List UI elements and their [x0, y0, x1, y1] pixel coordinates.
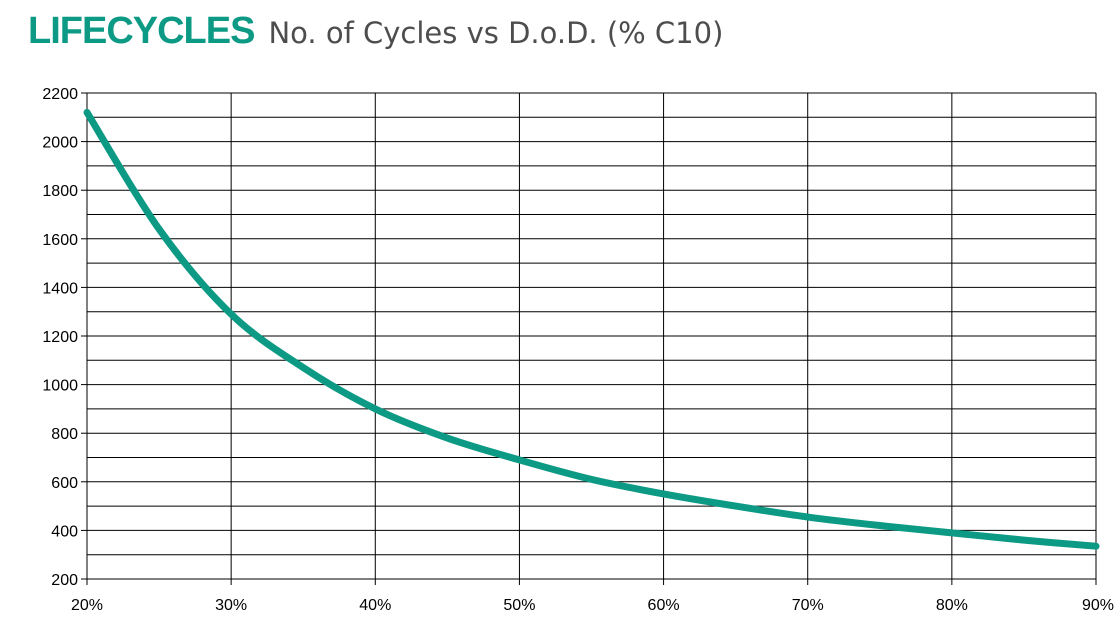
x-axis-ticks: 20% 30% 40% 50% 60% 70% 80% 90% [71, 579, 1114, 614]
x-tick-label: 70% [792, 597, 824, 614]
y-tick-label: 400 [51, 523, 78, 540]
series-line-cycles [83, 108, 1100, 550]
x-tick-label: 90% [1082, 597, 1114, 614]
x-tick-label: 30% [215, 597, 247, 614]
brand-title: LIFECYCLES [28, 10, 255, 52]
y-tick-label: 1400 [42, 280, 78, 297]
y-tick-label: 200 [51, 572, 78, 589]
y-tick-label: 1600 [42, 232, 78, 249]
x-tick-label: 50% [503, 597, 535, 614]
grid-lines [86, 92, 1097, 580]
y-tick-label: 2000 [42, 135, 78, 152]
y-tick-label: 1000 [42, 378, 78, 395]
y-tick-label: 2200 [42, 86, 78, 103]
x-tick-label: 80% [936, 597, 968, 614]
chart-title: LIFECYCLES No. of Cycles vs D.o.D. (% C1… [28, 10, 723, 70]
y-tick-label: 1200 [42, 329, 78, 346]
y-tick-label: 600 [51, 475, 78, 492]
x-tick-label: 60% [648, 597, 680, 614]
x-tick-label: 20% [71, 597, 103, 614]
y-tick-label: 1800 [42, 183, 78, 200]
x-tick-label: 40% [359, 597, 391, 614]
chart-subtitle: No. of Cycles vs D.o.D. (% C10) [268, 16, 724, 50]
y-tick-label: 800 [51, 426, 78, 443]
y-axis-ticks: 200 400 600 800 1000 1200 1400 1600 1800 2000 2200 [42, 86, 87, 589]
